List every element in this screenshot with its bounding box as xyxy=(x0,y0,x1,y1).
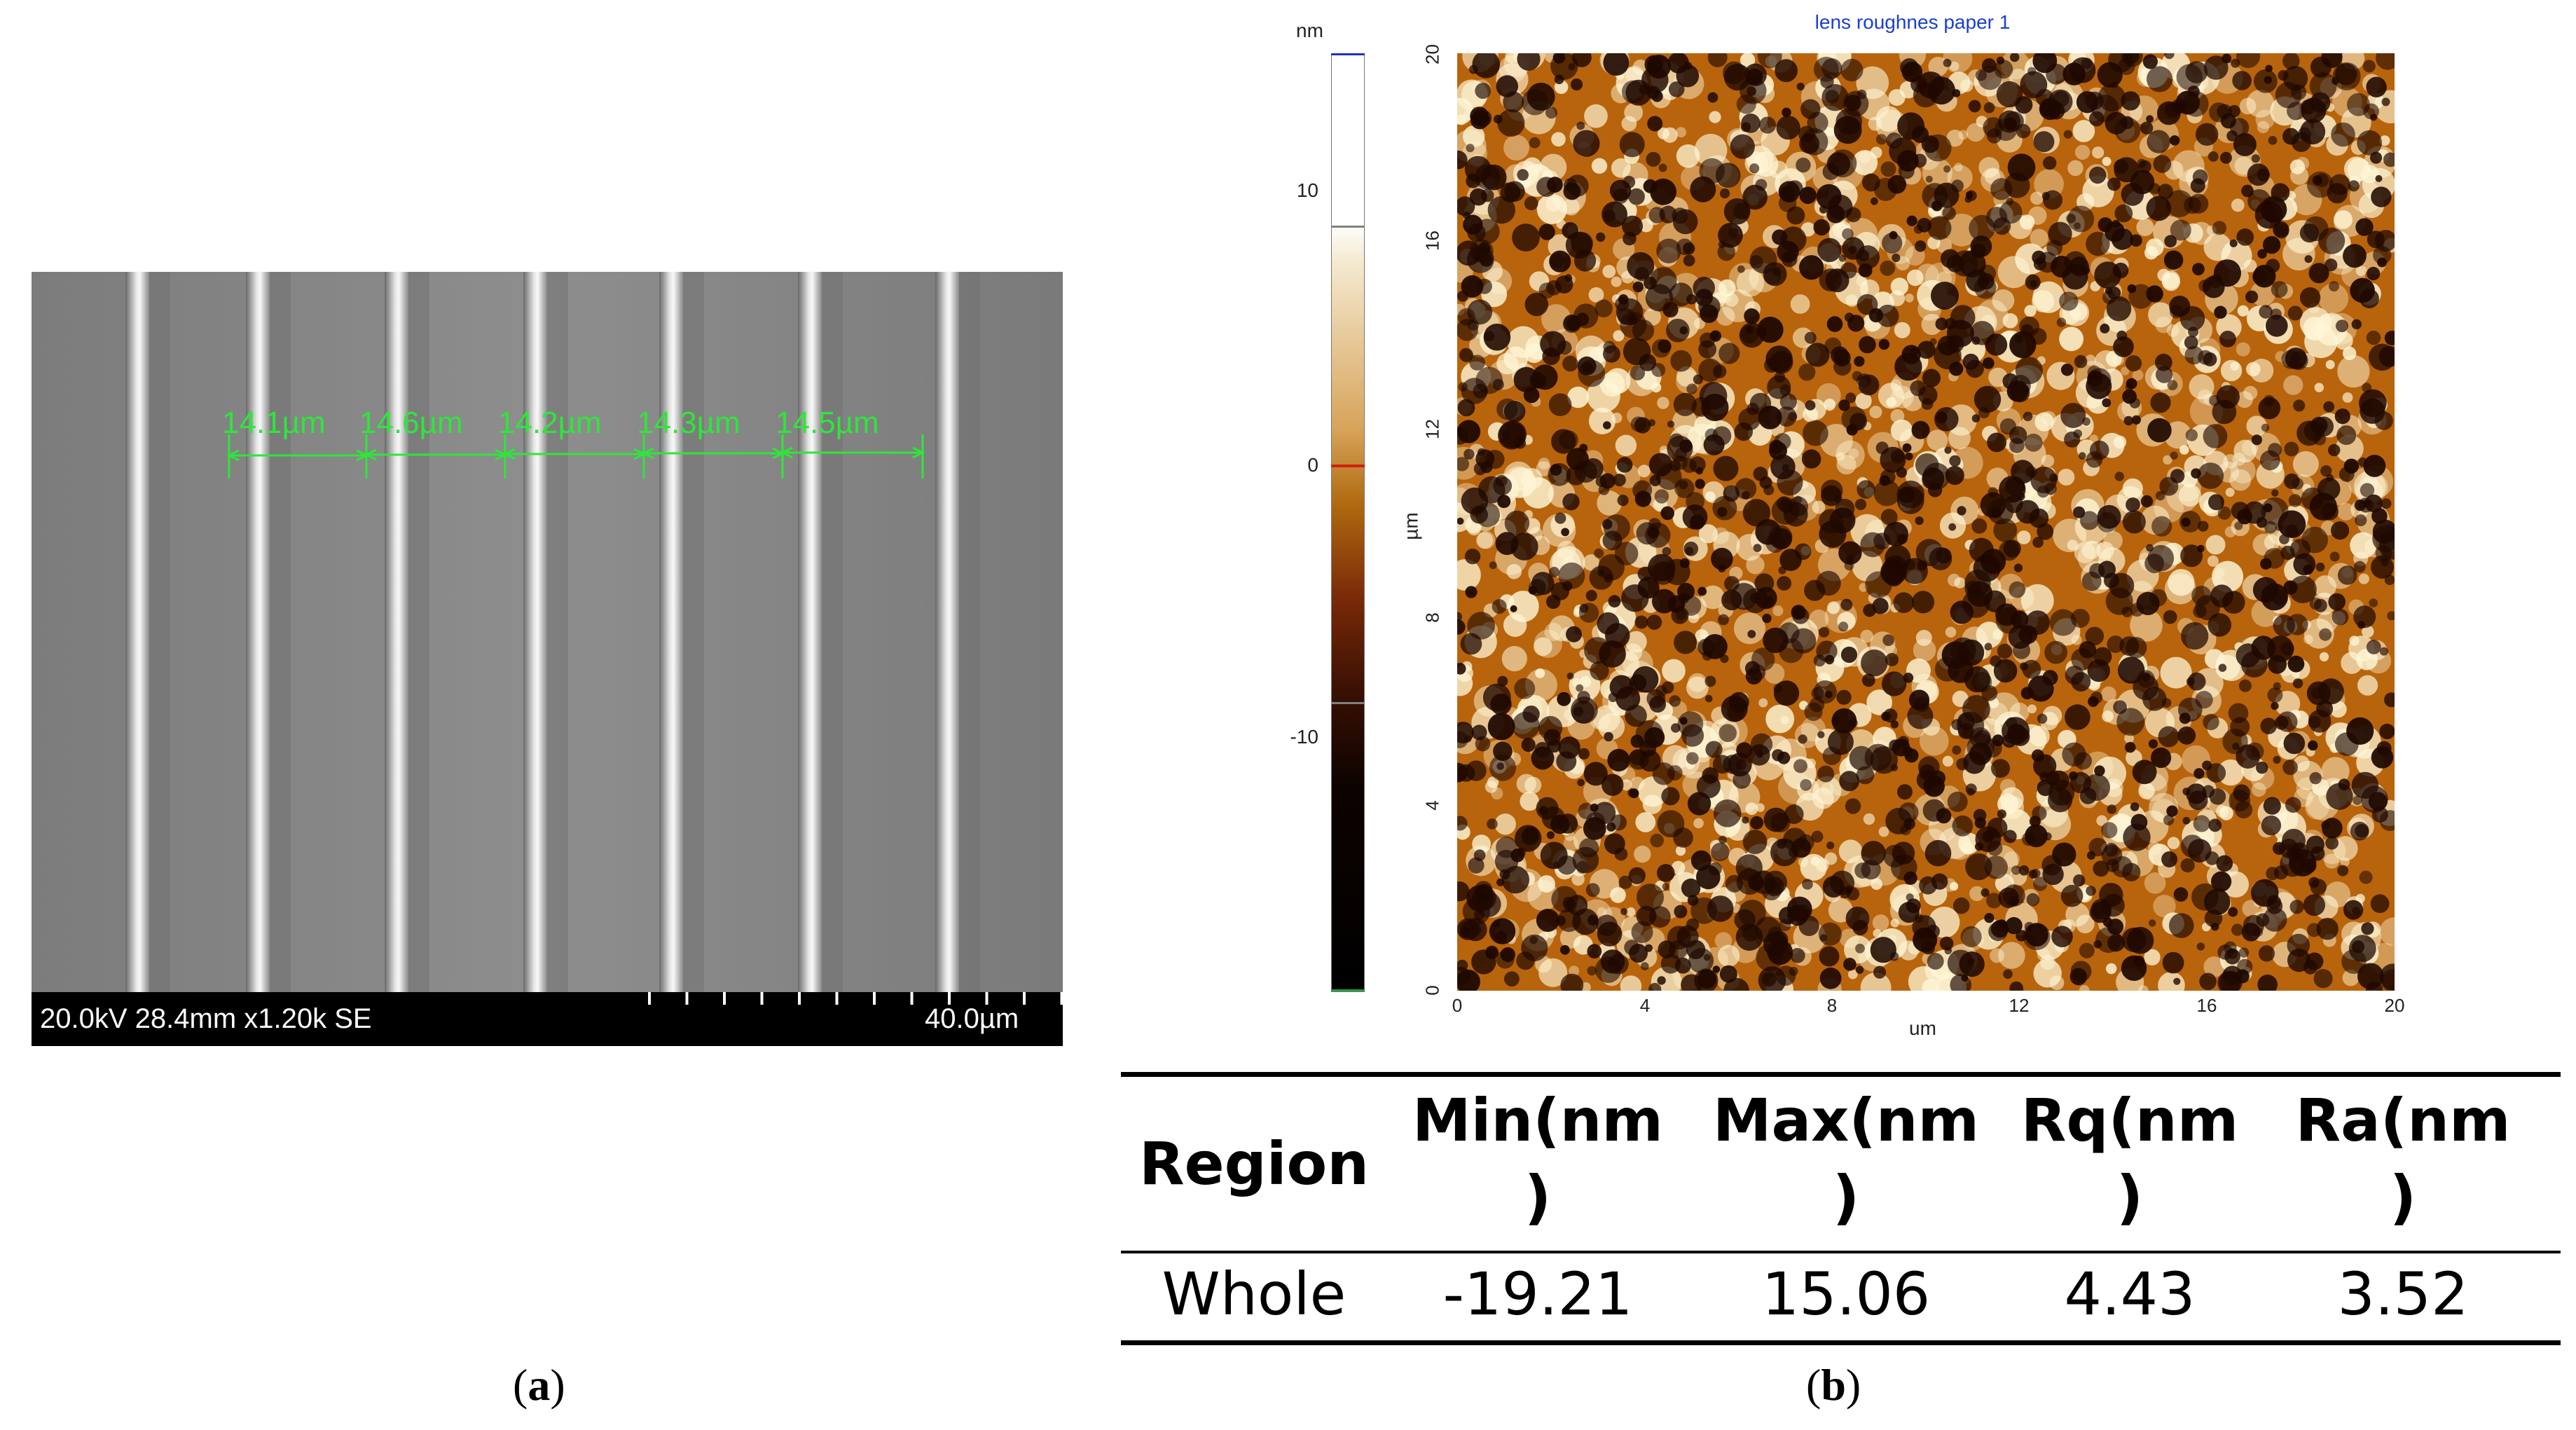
table-bottom-rule xyxy=(1121,1340,2561,1345)
afm-grains xyxy=(1457,53,2395,991)
header-max: Max(nm xyxy=(1712,1086,1980,1155)
trench-shadow xyxy=(408,272,429,992)
trench-shadow xyxy=(547,272,568,992)
scale-bar-label: 40.0µm xyxy=(925,1003,1019,1034)
measure-arrow xyxy=(226,449,240,462)
measure-arrow xyxy=(641,447,654,460)
y-axis-label: µm xyxy=(1400,512,1422,540)
colorbar-tick: 10 xyxy=(1296,179,1318,201)
header-ra-close: ) xyxy=(2389,1163,2417,1232)
roughness-table: Region Min(nm ) Max(nm ) Rq(nm ) Ra(nm )… xyxy=(1121,1072,2561,1345)
sem-figure: 14.1µm 14.6µm 14.2µm 14.3µm 14.5µm 20.0kV 28… xyxy=(32,272,1063,1046)
sem-image: 14.1µm 14.6µm 14.2µm 14.3µm 14.5µm xyxy=(32,272,1063,992)
afm-height-map xyxy=(1457,53,2395,991)
header-ra: Ra(nm xyxy=(2295,1086,2511,1155)
measure-arrow xyxy=(364,448,377,461)
colorbar-max-marker xyxy=(1331,53,1365,55)
measure-arrow xyxy=(780,446,793,459)
measure-label: 14.6µm xyxy=(359,406,463,440)
afm-title: lens roughnes paper 1 xyxy=(1814,11,2011,33)
colorbar-tick: -10 xyxy=(1290,726,1318,748)
colorbar-zero-marker xyxy=(1331,465,1365,467)
x-axis-tick: 8 xyxy=(1826,995,1838,1016)
measure-label: 14.5µm xyxy=(776,406,879,440)
cell-min: -19.21 xyxy=(1442,1260,1633,1328)
measure-label: 14.3µm xyxy=(637,406,741,440)
y-axis-tick: 4 xyxy=(1421,800,1443,811)
y-axis-tick: 20 xyxy=(1421,44,1443,64)
trench-shadow xyxy=(683,272,704,992)
x-axis-tick: 0 xyxy=(1452,995,1463,1016)
cell-ra: 3.52 xyxy=(2337,1260,2469,1328)
measurement-annotations: 14.1µm 14.6µm 14.2µm 14.3µm 14.5µm xyxy=(222,406,925,479)
height-colorbar xyxy=(1331,53,1365,992)
cell-rq: 4.43 xyxy=(2064,1260,2196,1328)
cell-max: 15.06 xyxy=(1761,1260,1931,1328)
trench-edge xyxy=(523,272,547,992)
header-rq: Rq(nm xyxy=(2020,1086,2239,1155)
header-max-close: ) xyxy=(1832,1163,1860,1232)
sem-info-bar: 20.0kV 28.4mm x1.20k SE 40.0µm xyxy=(32,992,1063,1046)
x-axis-tick: 12 xyxy=(2009,995,2030,1016)
measure-arrow xyxy=(912,446,925,459)
colorbar-min-marker xyxy=(1331,989,1365,991)
cell-region: Whole xyxy=(1162,1260,1346,1328)
table-mid-rule xyxy=(1121,1251,2561,1253)
x-axis-tick: 4 xyxy=(1639,995,1651,1016)
trench-edge xyxy=(935,272,959,992)
colorbar-upper-marker xyxy=(1331,226,1365,228)
x-axis-tick: 16 xyxy=(2196,995,2217,1016)
y-axis-tick: 12 xyxy=(1421,419,1443,439)
caption-b: (b) xyxy=(1806,1360,1861,1410)
trench-edge xyxy=(125,272,149,992)
measure-arrow xyxy=(502,448,516,460)
colorbar-unit: nm xyxy=(1296,20,1323,41)
trench-shadow xyxy=(149,272,170,992)
trench-edge xyxy=(798,272,822,992)
header-min: Min(nm xyxy=(1412,1086,1663,1155)
trench-shadow xyxy=(959,272,980,992)
x-axis-tick: 20 xyxy=(2384,995,2405,1016)
colorbar-lower-marker xyxy=(1331,702,1365,704)
trench-edge xyxy=(246,272,270,992)
header-rq-close: ) xyxy=(2116,1163,2144,1232)
trench-shadow xyxy=(822,272,843,992)
x-axis-label: um xyxy=(1909,1017,1936,1039)
trench-edge xyxy=(659,272,683,992)
scale-bar xyxy=(648,992,1063,1005)
measure-label: 14.1µm xyxy=(222,406,326,440)
table-top-rule xyxy=(1121,1072,2561,1077)
header-min-close: ) xyxy=(1524,1163,1552,1232)
sem-parameters: 20.0kV 28.4mm x1.20k SE xyxy=(40,1003,372,1034)
measure-label: 14.2µm xyxy=(498,406,602,440)
y-axis-tick: 16 xyxy=(1421,231,1443,251)
colorbar-tick: 0 xyxy=(1307,454,1318,476)
caption-a: (a) xyxy=(513,1360,565,1410)
header-region: Region xyxy=(1138,1129,1370,1198)
trench-shadow xyxy=(270,272,291,992)
y-axis-tick: 8 xyxy=(1421,612,1443,623)
trench-edge xyxy=(385,272,408,992)
